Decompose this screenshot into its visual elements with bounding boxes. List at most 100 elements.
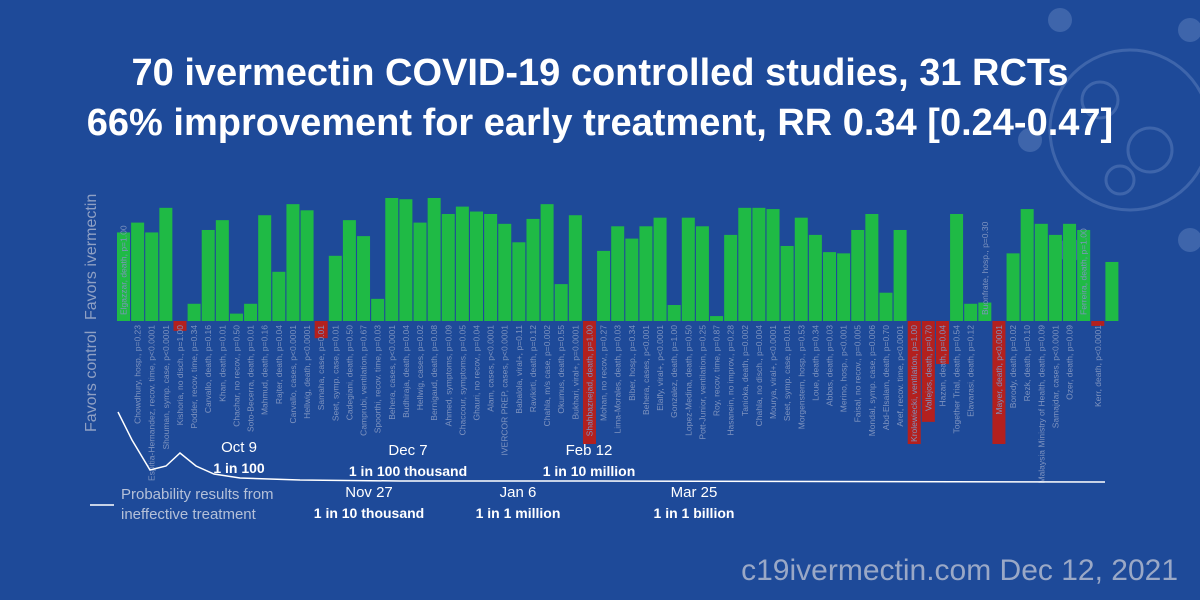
study-label-23: Ahmed, symptoms, p=0.09 xyxy=(443,325,453,427)
study-label-4: Kishoria, no disch., p=1.00 xyxy=(175,325,185,426)
bar-12 xyxy=(286,204,300,321)
milestone-odds-1: 1 in 10 thousand xyxy=(314,505,424,521)
bar-24 xyxy=(455,206,469,321)
bar-68 xyxy=(1077,229,1091,321)
bar-44 xyxy=(738,207,752,321)
bar-47 xyxy=(780,245,794,321)
bar-50 xyxy=(823,252,836,321)
bar-10 xyxy=(258,215,272,321)
bar-26 xyxy=(484,213,498,321)
bar-33 xyxy=(582,321,596,444)
study-label-57: Vallejos, death, p=0.70 xyxy=(923,325,933,411)
study-label-37: Behera, cases, p<0.001 xyxy=(641,325,651,415)
study-label-15: Seet, symp. case, p=0.01 xyxy=(330,325,340,421)
milestone-odds-4: 1 in 10 million xyxy=(543,463,636,479)
study-label-6: Carvallo, death, p=0.16 xyxy=(203,325,213,413)
bar-34 xyxy=(597,250,611,321)
bar-59 xyxy=(950,213,964,321)
milestone-date-1: Nov 27 xyxy=(345,484,393,501)
bar-30 xyxy=(540,204,554,321)
bar-42 xyxy=(710,316,724,321)
study-label-2: Espitia-Hernandez, recov. time, p<0.0001 xyxy=(147,325,157,481)
study-label-3: Shouman, symp. case, p<0.0001 xyxy=(161,325,171,450)
study-label-11: Rajter, death, p=0.04 xyxy=(274,325,284,404)
study-label-60: Elavarasi, death, p=0.12 xyxy=(966,325,976,417)
study-label-43: Hasanein, no improv., p=0.28 xyxy=(726,325,736,436)
bar-35 xyxy=(611,226,625,321)
bar-56 xyxy=(907,321,921,444)
study-label-8: Chachar, no recov., p=0.50 xyxy=(231,325,241,427)
study-label-26: Alam, cases, p<0.0001 xyxy=(486,325,496,412)
study-label-40: Lopez-Medina, death, p=0.50 xyxy=(683,325,693,436)
study-label-36: Biber, hosp., p=0.34 xyxy=(627,325,637,401)
study-label-30: Chahla, m/s case, p=0.002 xyxy=(542,325,552,427)
y-axis-label-ivermectin: Favors ivermectin xyxy=(83,194,100,320)
source-footer: c19ivermectin.com Dec 12, 2021 xyxy=(741,554,1178,587)
bar-21 xyxy=(413,222,427,321)
study-label-51: Merino, hosp., p<0.001 xyxy=(839,325,849,412)
bar-63 xyxy=(1006,253,1020,321)
study-label-42: Roy, recov. time, p=0.87 xyxy=(712,325,722,416)
bar-65 xyxy=(1034,223,1048,321)
study-label-29: Ravikirti, death, p=0.12 xyxy=(528,325,538,412)
bar-53 xyxy=(865,213,879,321)
milestone-odds-2: 1 in 100 thousand xyxy=(349,463,467,479)
bar-69 xyxy=(1091,321,1105,326)
study-label-45: Chahla, no disch., p=0.004 xyxy=(754,325,764,427)
study-label-35: Lima-Morales, death, p=0.03 xyxy=(613,325,623,434)
milestone-date-3: Jan 6 xyxy=(500,484,537,501)
study-label-1: Chowdhury, hosp., p=0.23 xyxy=(133,325,143,424)
study-label-58: Hazan, death, p=0.04 xyxy=(937,325,947,407)
bar-67 xyxy=(1063,223,1077,321)
study-label-7: Khan, death, p=0.01 xyxy=(217,325,227,402)
study-label-22: Bernigaud, death, p=0.08 xyxy=(429,325,439,421)
study-label-63: Borody, death, p=0.02 xyxy=(1008,325,1018,409)
study-label-17: Camprubi, ventilation, p=0.67 xyxy=(359,325,369,436)
study-label-56: Krolewiecki, ventilation, p=1.00 xyxy=(909,325,919,442)
study-label-27: IVERCOR PREP, cases, p<0.0001 xyxy=(500,325,510,456)
bar-46 xyxy=(766,209,780,321)
y-axis-label-control: Favors control xyxy=(83,331,100,432)
bar-28 xyxy=(512,242,526,321)
bar-25 xyxy=(470,211,483,321)
study-label-13: Hellwig, death, p<0.0001 xyxy=(302,325,312,419)
study-label-38: Elalfy, viral+, p<0.0001 xyxy=(655,325,665,411)
probability-curve xyxy=(117,411,1106,483)
bar-13 xyxy=(300,210,314,321)
study-label-44: Tanioka, death, p=0.002 xyxy=(740,325,750,416)
title-line-1: 70 ivermectin COVID-19 controlled studie… xyxy=(131,52,1069,94)
bar-8 xyxy=(229,313,243,321)
bar-3 xyxy=(159,207,173,321)
bar-22 xyxy=(427,198,441,321)
study-label-65: Malaysia Ministry of Health, death, p=0.… xyxy=(1036,325,1046,484)
study-label-5: Podder, recov. time, p=0.34 xyxy=(189,325,199,429)
bar-52 xyxy=(851,229,865,321)
bar-0 xyxy=(117,232,130,321)
study-label-20: Budhiraja, death, p=0.04 xyxy=(401,325,411,418)
bar-18 xyxy=(371,298,385,321)
milestone-date-4: Feb 12 xyxy=(566,442,613,459)
bar-54 xyxy=(879,292,893,321)
study-label-46: Mourya, viral+, p<0.0001 xyxy=(768,325,778,419)
bar-1 xyxy=(131,222,145,321)
study-label-55: Aref, recov. time, p<0.0001 xyxy=(895,325,905,427)
bar-29 xyxy=(526,218,540,321)
study-label-53: Mondal, symp. case, p=0.006 xyxy=(867,325,877,437)
bar-15 xyxy=(328,255,342,321)
bar-60 xyxy=(964,303,978,321)
bar-49 xyxy=(808,234,822,321)
study-label-64: Rezk, death, p=0.10 xyxy=(1022,325,1032,402)
bar-66 xyxy=(1048,234,1062,321)
study-label-24: Chaccour, symptoms, p=0.05 xyxy=(457,325,467,436)
bar-11 xyxy=(272,271,286,321)
bar-51 xyxy=(837,253,851,321)
study-label-25: Ghauri, no recov., p=0.04 xyxy=(472,325,482,421)
bar-48 xyxy=(794,217,808,321)
bar-61 xyxy=(978,302,992,321)
bar-40 xyxy=(681,217,695,321)
milestone-odds-0: 1 in 100 xyxy=(213,460,265,476)
study-label-54: Abd-Elsalam, death, p=0.70 xyxy=(881,325,891,430)
bar-9 xyxy=(244,303,258,321)
bar-31 xyxy=(554,284,568,321)
